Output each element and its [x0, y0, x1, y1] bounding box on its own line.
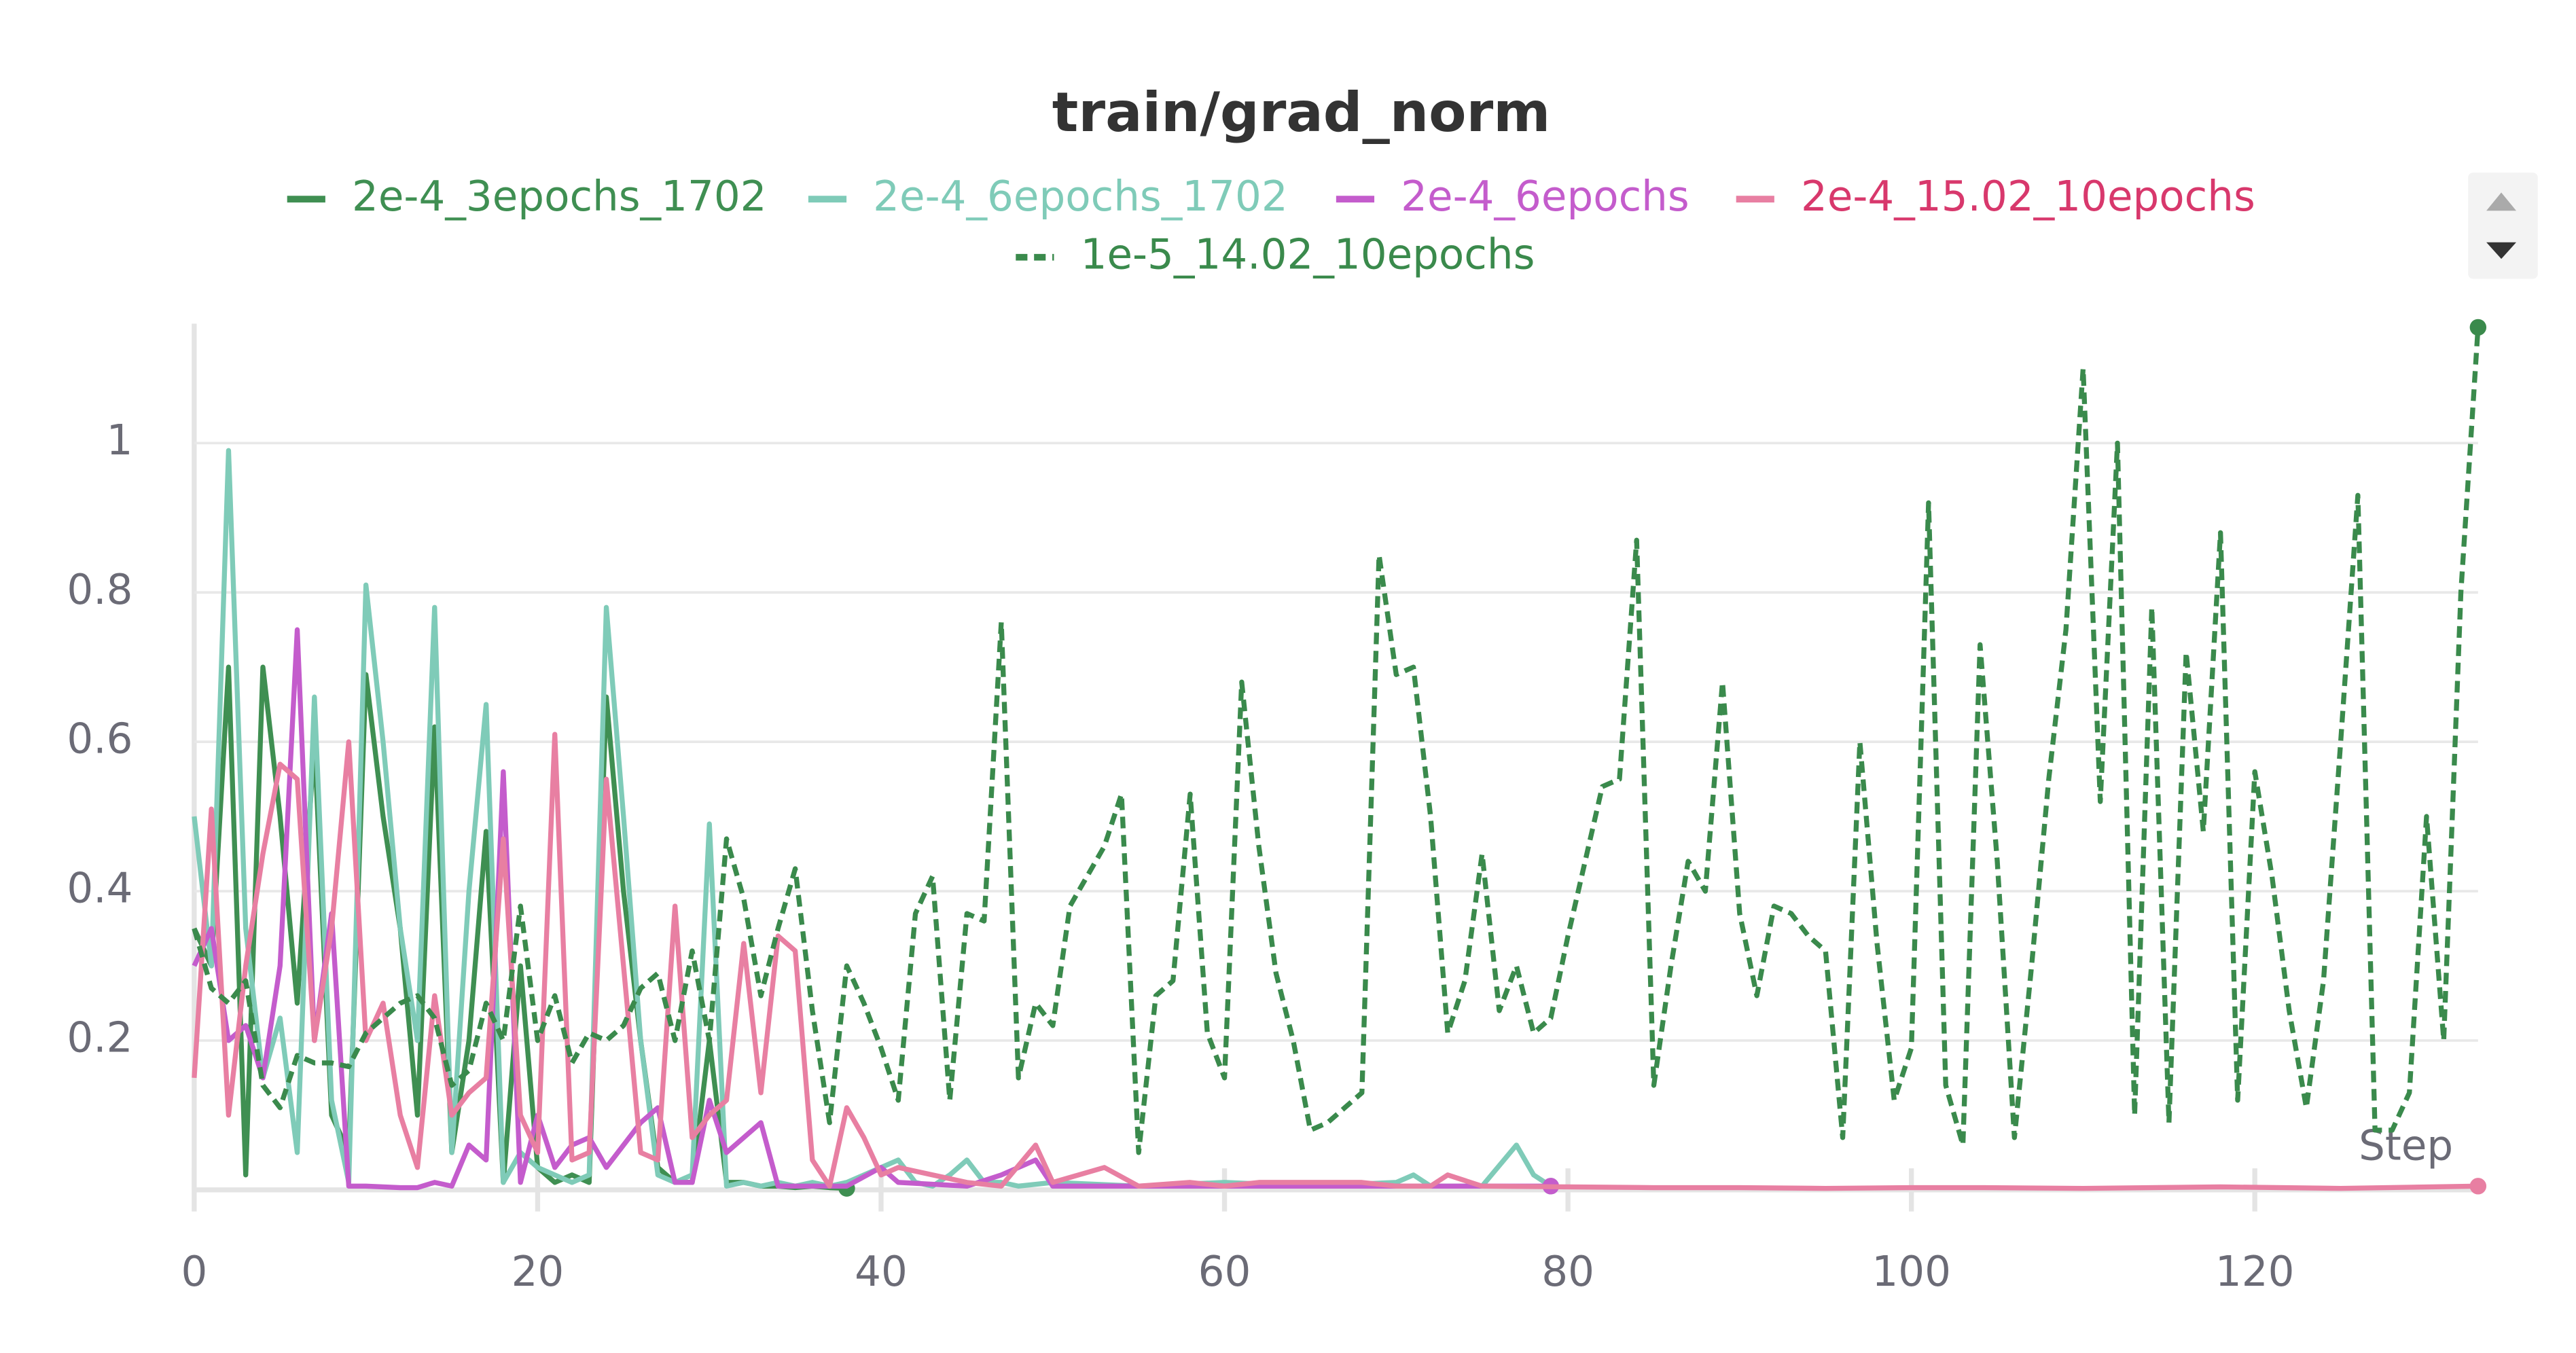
chart-title: train/grad_norm	[1052, 81, 1551, 145]
end-point	[2469, 319, 2487, 336]
x-tick-label: 0	[181, 1248, 207, 1296]
scroll-down[interactable]	[2486, 242, 2517, 259]
legend-label: 2e-4_3epochs_1702	[352, 173, 767, 221]
scroll-box	[2468, 173, 2538, 279]
x-tick-label: 20	[512, 1248, 565, 1296]
y-tick-label: 0.8	[67, 566, 132, 614]
x-tick-label: 80	[1541, 1248, 1594, 1296]
legend-label: 2e-4_6epochs	[1401, 173, 1689, 221]
y-tick-label: 1	[107, 416, 133, 465]
x-tick-label: 120	[2215, 1248, 2295, 1296]
y-tick-label: 0.6	[67, 715, 132, 763]
legend-label: 2e-4_15.02_10epochs	[1801, 173, 2255, 221]
series-line	[192, 327, 2481, 1155]
series-line	[192, 732, 2478, 1191]
x-tick-label: 60	[1198, 1248, 1251, 1296]
y-tick-label: 0.2	[67, 1014, 132, 1062]
end-point	[2469, 1178, 2487, 1195]
x-tick-label: 40	[855, 1248, 908, 1296]
scroll-up[interactable]	[2486, 192, 2517, 211]
x-tick-label: 100	[1872, 1248, 1951, 1296]
series-line	[192, 448, 1552, 1189]
legend-scroller[interactable]	[2468, 173, 2538, 279]
y-tick-label: 0.4	[67, 865, 132, 913]
legend-label: 1e-5_14.02_10epochs	[1081, 230, 1535, 278]
legend-label: 2e-4_6epochs_1702	[873, 173, 1288, 221]
